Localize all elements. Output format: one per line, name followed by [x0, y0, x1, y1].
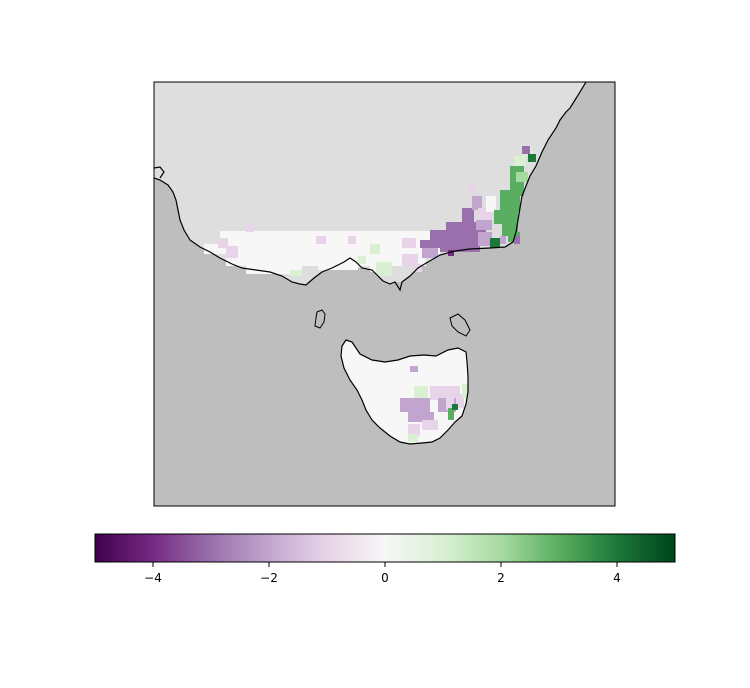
map-frame: [153, 81, 616, 507]
data-cell: [318, 264, 358, 270]
data-cell: [408, 424, 420, 436]
data-cell: [528, 154, 536, 162]
data-cell: [400, 398, 430, 412]
data-cell: [410, 366, 418, 372]
data-cells: [204, 146, 536, 442]
data-cell: [376, 262, 392, 276]
data-cell: [316, 236, 326, 244]
data-cell: [408, 412, 434, 422]
data-cell: [408, 434, 418, 442]
colorbar-tick-label: −2: [260, 571, 278, 585]
data-cell: [476, 220, 492, 230]
data-cell: [462, 208, 474, 222]
data-cell: [430, 230, 448, 248]
data-cell: [452, 404, 458, 410]
data-cell: [486, 196, 496, 212]
colorbar: −4 −2 0 2 4: [94, 533, 676, 585]
data-cell: [402, 254, 418, 266]
coastline-west-tip: [154, 166, 165, 179]
data-cell: [430, 386, 460, 400]
data-cell: [348, 236, 356, 244]
data-cell: [422, 248, 438, 258]
colorbar-ticks: −4 −2 0 2 4: [144, 562, 621, 585]
colorbar-tick-label: 2: [497, 571, 505, 585]
coastline-mainland: [154, 82, 587, 292]
data-cell: [514, 236, 520, 244]
data-cell: [220, 231, 435, 245]
data-cell: [522, 146, 530, 154]
data-cell: [456, 394, 464, 408]
data-cell: [218, 238, 228, 248]
colorbar-tick-label: 4: [613, 571, 621, 585]
map-area: [154, 82, 615, 506]
data-cell: [290, 270, 302, 276]
data-cell: [478, 232, 492, 246]
data-cell: [494, 210, 518, 224]
data-cell: [246, 224, 254, 232]
data-cell: [472, 196, 482, 210]
king-island: [314, 309, 326, 329]
data-cell: [204, 244, 440, 254]
colorbar-tick-label: 0: [381, 571, 389, 585]
data-cell: [246, 266, 302, 274]
data-cell: [470, 184, 476, 194]
data-cell: [500, 236, 506, 244]
data-cell: [448, 250, 454, 256]
data-cell: [448, 408, 454, 420]
data-cell: [422, 420, 438, 430]
flinders-island: [449, 313, 471, 337]
data-cell: [370, 244, 380, 254]
data-cell: [402, 238, 416, 248]
data-cell: [414, 386, 428, 398]
data-cell: [516, 172, 528, 182]
data-cell: [490, 238, 500, 248]
data-cell: [446, 398, 454, 410]
data-cell: [514, 156, 526, 166]
tasmania: [341, 340, 468, 444]
data-cell: [500, 190, 520, 212]
data-cell: [440, 244, 480, 252]
data-cell: [462, 384, 468, 398]
data-cell: [226, 246, 238, 258]
data-cell: [358, 256, 366, 264]
colorbar-tick-label: −4: [144, 571, 162, 585]
colorbar-gradient: [95, 534, 675, 562]
coastline-tasmania: [340, 339, 469, 445]
